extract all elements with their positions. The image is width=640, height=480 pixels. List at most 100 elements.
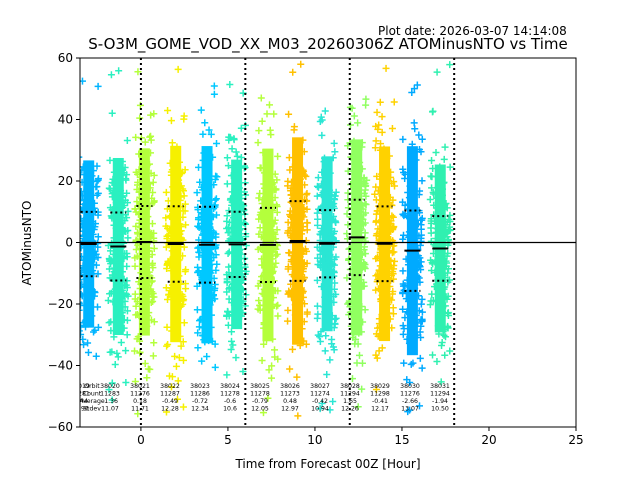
- point: [302, 172, 310, 180]
- point: [147, 111, 155, 119]
- point: [387, 272, 395, 280]
- point: [439, 224, 447, 232]
- point: [272, 252, 280, 260]
- point: [361, 186, 369, 194]
- point: [109, 298, 117, 306]
- point: [298, 286, 306, 294]
- point: [124, 234, 132, 242]
- point: [123, 137, 131, 145]
- point: [375, 315, 383, 323]
- point: [256, 224, 264, 232]
- orbit-stat-text: 0.48: [283, 398, 297, 405]
- axes: 0 5 10 15 20 25 −60 −40 −20 0 20 40 60: [48, 51, 584, 447]
- point: [373, 172, 381, 180]
- orbit-stat-text: 11276: [400, 391, 420, 398]
- point: [362, 200, 370, 208]
- point: [408, 140, 416, 148]
- point: [401, 281, 409, 289]
- y-tick-label: 40: [58, 113, 73, 127]
- point: [210, 181, 218, 189]
- point: [82, 268, 90, 276]
- point: [286, 365, 294, 373]
- point: [195, 214, 203, 222]
- point: [80, 264, 88, 272]
- point: [141, 216, 149, 224]
- point: [286, 207, 294, 215]
- point: [109, 206, 117, 214]
- point: [228, 308, 236, 316]
- point: [167, 383, 175, 391]
- point: [382, 327, 390, 335]
- point: [285, 289, 293, 297]
- point: [199, 332, 207, 340]
- point: [332, 237, 340, 245]
- point: [194, 263, 202, 271]
- point: [362, 101, 370, 109]
- point: [326, 169, 334, 177]
- orbit-stat-text: 11283: [100, 391, 120, 398]
- orbit-stat-text: 11.71: [131, 406, 149, 413]
- point: [118, 224, 126, 232]
- point: [168, 247, 176, 255]
- point: [106, 348, 114, 356]
- point: [226, 81, 234, 89]
- point: [80, 178, 86, 186]
- point: [143, 233, 151, 241]
- point: [440, 331, 448, 339]
- point: [293, 222, 301, 230]
- point: [322, 297, 330, 305]
- point: [399, 330, 407, 338]
- point: [261, 234, 269, 242]
- point: [232, 354, 240, 362]
- point: [168, 139, 176, 147]
- point: [232, 170, 240, 178]
- point: [262, 217, 270, 225]
- y-tick-label: −40: [48, 359, 73, 373]
- point: [349, 254, 357, 262]
- point: [332, 219, 340, 227]
- point: [284, 218, 292, 226]
- x-tick-label: 0: [137, 433, 145, 447]
- point: [106, 156, 114, 164]
- point: [318, 399, 326, 407]
- point: [150, 234, 158, 242]
- point: [105, 386, 113, 394]
- point: [179, 252, 187, 260]
- point: [379, 157, 387, 165]
- point: [174, 167, 182, 175]
- point: [352, 335, 360, 343]
- point: [432, 228, 440, 236]
- point: [141, 359, 149, 367]
- point: [114, 353, 122, 361]
- point: [418, 135, 426, 143]
- point: [330, 230, 338, 238]
- point: [384, 300, 392, 308]
- point: [389, 304, 397, 312]
- point: [86, 214, 94, 222]
- point: [417, 231, 425, 239]
- point: [229, 164, 237, 172]
- point: [266, 171, 274, 179]
- point: [264, 271, 272, 279]
- point: [268, 374, 276, 382]
- point: [199, 277, 207, 285]
- point: [213, 260, 221, 268]
- point: [193, 189, 201, 197]
- point: [82, 323, 90, 331]
- orbit-stat-text: 10.6: [223, 406, 237, 413]
- point: [141, 200, 149, 208]
- point: [148, 220, 156, 228]
- point: [132, 237, 140, 245]
- point: [145, 268, 153, 276]
- point: [361, 306, 369, 314]
- point: [295, 267, 303, 275]
- point: [173, 395, 181, 403]
- point: [106, 247, 114, 255]
- point: [104, 296, 112, 304]
- point: [206, 248, 214, 256]
- point: [299, 204, 307, 212]
- point: [122, 176, 130, 184]
- point: [175, 176, 183, 184]
- plot-date: Plot date: 2026-03-07 14:14:08: [378, 24, 567, 38]
- orbit-stat-text: 38019: [70, 383, 90, 390]
